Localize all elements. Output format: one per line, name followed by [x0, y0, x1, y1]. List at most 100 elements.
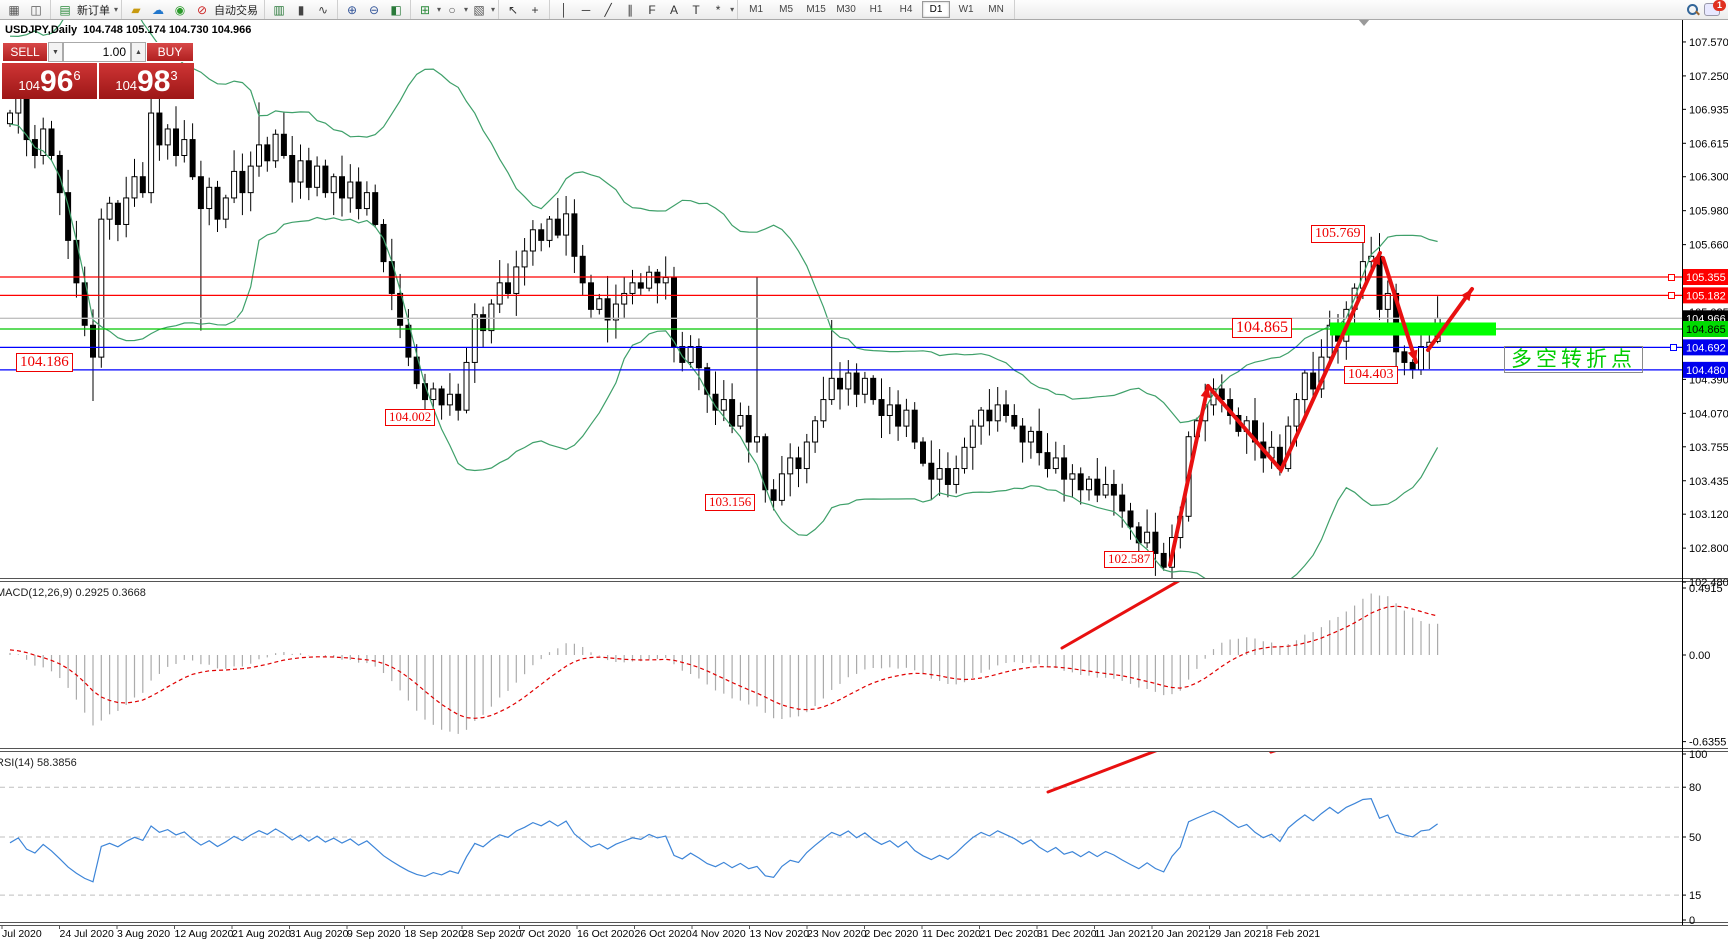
indicators-icon[interactable]: ⊞	[419, 2, 431, 17]
timeframe-m5-button[interactable]: M5	[779, 4, 794, 15]
date-label: 23 Nov 2020	[807, 928, 867, 940]
sell-price-big: 104	[18, 78, 41, 93]
price-annotation-104.865[interactable]: 104.865	[1232, 318, 1292, 339]
new-order-icon[interactable]: ▤	[59, 2, 71, 17]
volume-decrease-button[interactable]: ▼	[48, 42, 63, 62]
search-icon[interactable]	[1687, 4, 1698, 15]
turning-point-note[interactable]: 多空转折点	[1504, 346, 1643, 373]
signals-icon[interactable]: ◉	[174, 2, 186, 17]
timeframe-mn-button[interactable]: MN	[988, 4, 1004, 15]
chart-shift-marker-icon[interactable]	[1358, 19, 1370, 26]
chat-badge: 1	[1712, 0, 1726, 11]
price-annotation-105.769[interactable]: 105.769	[1311, 225, 1365, 244]
price-annotation-104.186[interactable]: 104.186	[16, 353, 73, 373]
line-handle[interactable]	[1668, 274, 1675, 281]
rsi-line	[9, 797, 1438, 883]
scale-marker-105.355	[1683, 269, 1728, 285]
toolbar-group-orders: ▤ 新订单 ▾	[51, 0, 123, 19]
autotrade-icon[interactable]: ⊘	[196, 2, 208, 17]
svg-text:0.00: 0.00	[1689, 650, 1710, 662]
price-annotation-103.156[interactable]: 103.156	[705, 494, 756, 511]
svg-text:105.355: 105.355	[1686, 272, 1726, 284]
date-label: 4 Nov 2020	[692, 928, 746, 940]
timeframe-m1-button[interactable]: M1	[749, 4, 764, 15]
shapes-icon[interactable]: *	[715, 2, 721, 17]
cursor-icon[interactable]: ↖	[508, 2, 519, 17]
buy-button[interactable]: BUY	[146, 42, 194, 62]
timeframe-h1-button[interactable]: H1	[869, 4, 883, 15]
toolbar: ▦ ◫ ▤ 新订单 ▾ ▰ ☁ ◉ ⊘ 自动交易 ▥ ▮ ∿ ⊕ ⊖ ◧ ⊞ ▾ ○ ▾ ▧ ▾ ↖ + │ ─ ╱ ∥ F A T * ▾ M1…	[0, 0, 1728, 20]
new-order-dropdown-icon[interactable]: ▾	[114, 5, 119, 14]
timeframe-h4-button[interactable]: H4	[899, 4, 913, 15]
price-annotation-102.587[interactable]: 102.587	[1104, 551, 1155, 568]
zoom-in-icon[interactable]: ⊕	[346, 2, 358, 17]
price-chart-area	[0, 20, 1682, 578]
community-icon[interactable]: ☁	[152, 2, 165, 17]
buy-price-panel[interactable]: 104 98 3	[99, 63, 194, 99]
svg-text:102.480: 102.480	[1689, 577, 1728, 589]
trendline-icon[interactable]: ╱	[604, 2, 612, 17]
rsi-label: RSI(14) 58.3856	[0, 757, 77, 769]
toolbar-group-zoom: ⊕ ⊖ ◧	[338, 0, 412, 19]
volume-input[interactable]: 1.00	[63, 42, 131, 62]
crosshair-icon[interactable]: +	[531, 2, 539, 17]
indicators-dropdown-icon[interactable]: ▾	[437, 5, 442, 14]
sell-price-panel[interactable]: 104 96 6	[2, 63, 97, 99]
chat-icon[interactable]: 1	[1704, 0, 1726, 16]
periods-icon[interactable]: ○	[448, 2, 456, 17]
toolbar-group-timeframes: M1 M5 M15 M30 H1 H4 D1 W1 MN	[738, 0, 1016, 19]
toolbar-group-chart-types: ▥ ▮ ∿	[265, 0, 339, 19]
line-handle[interactable]	[1670, 344, 1677, 351]
green-highlight-bar	[1330, 322, 1496, 336]
line-handle[interactable]	[1668, 292, 1675, 299]
ohlc-low: 104.730	[168, 24, 209, 36]
buy-price-sup: 3	[170, 68, 178, 83]
price-annotation-104.403[interactable]: 104.403	[1344, 366, 1398, 385]
date-label: 12 Aug 2020	[175, 928, 234, 940]
timeframe-d1-button[interactable]: D1	[922, 1, 951, 18]
channel-icon[interactable]: ∥	[627, 2, 634, 17]
timeframe-m30-button[interactable]: M30	[836, 4, 856, 15]
date-label: 24 Jul 2020	[60, 928, 114, 940]
periods-dropdown-icon[interactable]: ▾	[464, 5, 469, 14]
new-window-icon[interactable]: ▦	[8, 2, 20, 17]
svg-text:80: 80	[1689, 782, 1701, 794]
templates-dropdown-icon[interactable]: ▾	[491, 5, 496, 14]
rsi-panel-area	[0, 752, 1682, 896]
date-label: 8 Feb 2021	[1267, 928, 1320, 940]
toolbar-group-pointer: ↖ +	[499, 0, 551, 19]
hline-icon[interactable]: ─	[581, 2, 591, 17]
window-profile-icon[interactable]: ◫	[30, 2, 42, 17]
volume-increase-button[interactable]: ▲	[131, 42, 146, 62]
fibonacci-icon[interactable]: F	[648, 2, 656, 17]
price-annotation-104.002[interactable]: 104.002	[385, 409, 436, 426]
date-label: 26 Oct 2020	[635, 928, 692, 940]
timeframe-w1-button[interactable]: W1	[958, 4, 974, 15]
chart-candles-icon[interactable]: ▮	[297, 2, 305, 17]
chart-line-icon[interactable]: ∿	[317, 2, 329, 17]
date-label: Jul 2020	[2, 928, 42, 940]
buy-price-big: 104	[115, 78, 138, 93]
svg-text:106.615: 106.615	[1689, 138, 1728, 150]
sell-button[interactable]: SELL	[2, 42, 48, 62]
label-icon[interactable]: T	[692, 2, 700, 17]
templates-icon[interactable]: ▧	[473, 2, 485, 17]
svg-text:104.865: 104.865	[1686, 324, 1726, 336]
new-order-label[interactable]: 新订单	[77, 4, 110, 17]
gold-icon[interactable]: ▰	[131, 2, 141, 17]
chart-bars-icon[interactable]: ▥	[273, 2, 285, 17]
date-label: 16 Oct 2020	[577, 928, 634, 940]
timeframe-m15-button[interactable]: M15	[806, 4, 826, 15]
svg-text:105.660: 105.660	[1689, 240, 1728, 252]
shapes-dropdown-icon[interactable]: ▾	[730, 5, 735, 14]
zoom-out-icon[interactable]: ⊖	[368, 2, 380, 17]
tile-windows-icon[interactable]: ◧	[390, 2, 402, 17]
vline-icon[interactable]: │	[560, 2, 568, 17]
date-label: 20 Jan 2021	[1152, 928, 1210, 940]
svg-text:107.250: 107.250	[1689, 71, 1728, 83]
svg-text:104.480: 104.480	[1686, 365, 1726, 377]
symbol-name: USDJPY,Daily	[5, 24, 78, 36]
text-icon[interactable]: A	[670, 2, 679, 17]
autotrade-label[interactable]: 自动交易	[214, 4, 259, 17]
